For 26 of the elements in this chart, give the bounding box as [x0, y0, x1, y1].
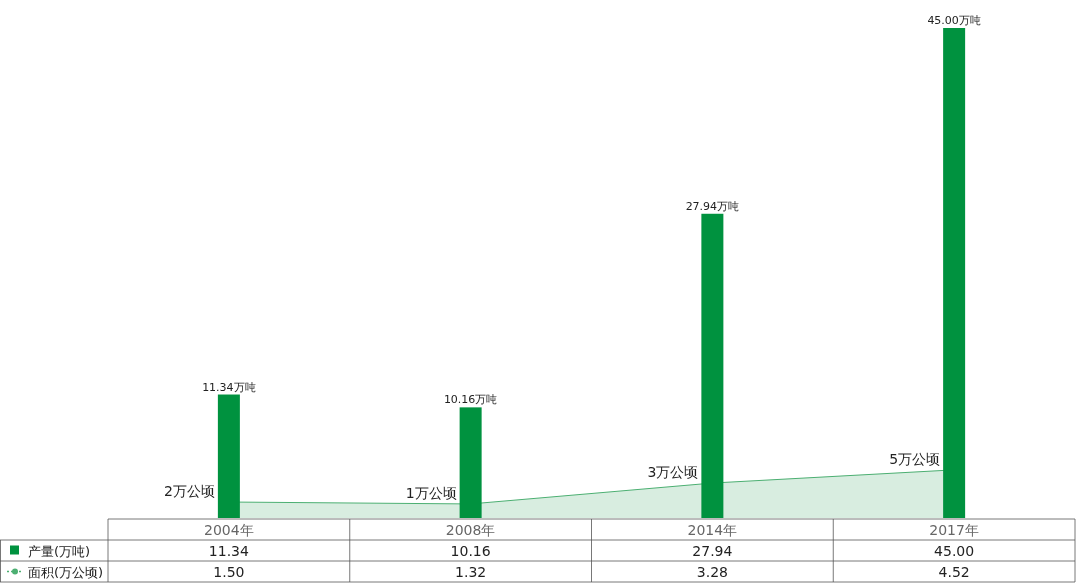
annotation: 5万公顷: [889, 450, 941, 467]
annotation: 2万公顷: [163, 483, 215, 500]
bar: [217, 394, 240, 518]
legend-label: 面积(万公顷): [28, 564, 104, 580]
annotation: 3万公顷: [647, 464, 699, 481]
legend-label: 产量(万吨): [28, 543, 91, 559]
x-tick-label: 2017年: [929, 521, 979, 538]
data-label: 10.16: [450, 542, 491, 559]
x-tick-label: 2014年: [687, 521, 738, 538]
annotation: 1万公顷: [405, 484, 457, 501]
x-tick-label: 2004年: [204, 521, 254, 538]
annotation: 45.00万吨: [927, 14, 981, 27]
bar: [701, 213, 724, 518]
annotation: 27.94万吨: [685, 199, 740, 213]
bar: [459, 407, 482, 518]
annotation: 11.34万吨: [202, 380, 256, 394]
data-label: 45.00: [934, 542, 975, 559]
data-label: 3.28: [696, 563, 728, 580]
data-label: 11.34: [208, 542, 249, 559]
data-label: 27.94: [692, 542, 733, 559]
bar: [943, 28, 966, 518]
data-label: 1.50: [213, 563, 245, 580]
data-label: 4.52: [938, 563, 970, 580]
data-label: 1.32: [455, 563, 487, 580]
annotation: 10.16万吨: [443, 393, 498, 407]
x-tick-label: 2008年: [445, 521, 496, 538]
